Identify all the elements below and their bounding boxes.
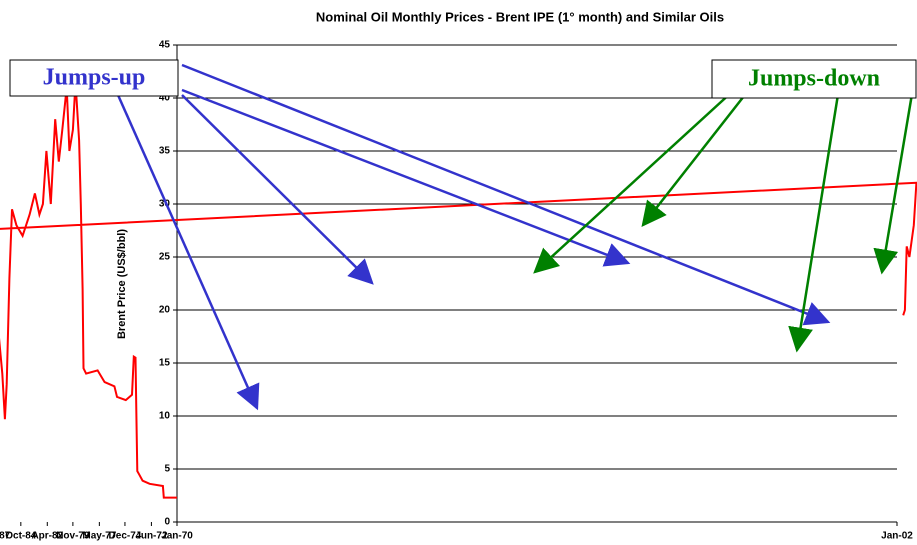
- y-tick-label: 40: [159, 93, 171, 104]
- price-line: [0, 82, 917, 499]
- arrows: [116, 63, 916, 411]
- y-tick-label: 25: [159, 252, 171, 263]
- x-tick-label: Nov-79: [56, 531, 90, 542]
- y-tick-label: 10: [159, 411, 171, 422]
- x-tick-label: Oct-84: [5, 531, 37, 542]
- y-tick-label: 5: [164, 464, 170, 475]
- annotation: Jumps-down: [748, 66, 880, 92]
- annotation-box: [9, 59, 179, 97]
- chart-title: Nominal Oil Monthly Prices - Brent IPE (…: [316, 9, 724, 24]
- y-tick-label: 20: [159, 305, 171, 316]
- annotation-box: [711, 59, 917, 99]
- x-tick-label: Apr-82: [31, 531, 63, 542]
- y-tick-label: 35: [159, 146, 171, 157]
- annotation: Jumps-up: [43, 65, 146, 91]
- x-tick-label: May-77: [82, 531, 116, 542]
- x-tick-label: Dec-74: [109, 531, 142, 542]
- y-tick-label: 30: [159, 199, 171, 210]
- x-tick-label: Jan-70: [161, 531, 193, 542]
- y-tick-label: 15: [159, 358, 171, 369]
- y-tick-label: 45: [159, 40, 171, 51]
- y-axis-label: Brent Price (US$/bbl): [116, 229, 128, 339]
- x-tick-label: Apr-87: [0, 531, 11, 542]
- y-tick-label: 0: [164, 517, 170, 528]
- x-tick-label: Jun-72: [135, 531, 168, 542]
- x-tick-label: Jan-02: [881, 531, 913, 542]
- plot: 0 5 10 15 20 25 30 35 40 45 Jan-70Jun-72Dec-74May-…: [0, 40, 917, 542]
